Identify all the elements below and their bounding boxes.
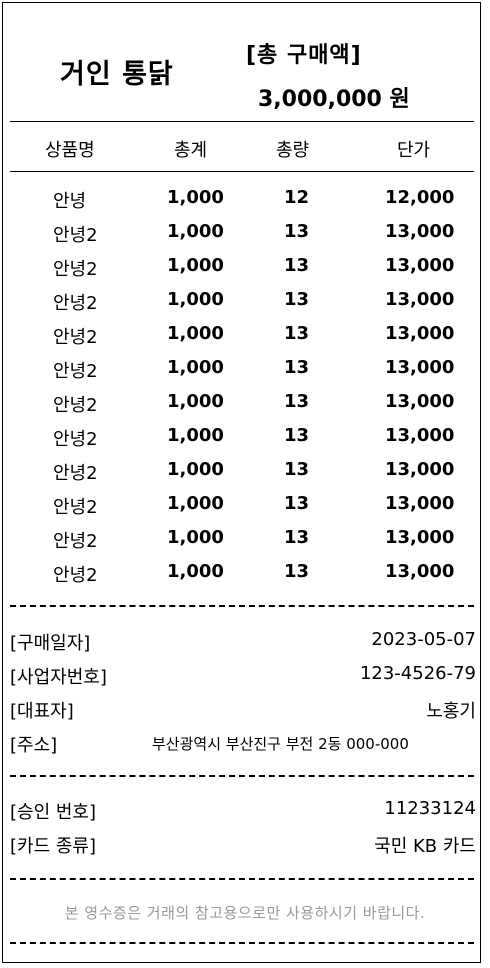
column-header-qty: 총량 bbox=[276, 140, 310, 161]
item-name: 안녕2 bbox=[53, 225, 98, 246]
item-sum: 1,000 bbox=[167, 561, 224, 582]
column-header-price: 단가 bbox=[397, 140, 431, 161]
table-row: 안녕2 1,000 13 13,000 bbox=[0, 357, 490, 391]
item-price: 13,000 bbox=[385, 527, 455, 548]
item-name: 안녕2 bbox=[53, 293, 98, 314]
item-name: 안녕2 bbox=[53, 463, 98, 484]
table-row: 안녕2 1,000 13 13,000 bbox=[0, 289, 490, 323]
header-divider-bottom bbox=[10, 171, 474, 172]
representative-label: [대표자] bbox=[10, 701, 74, 722]
table-row: 안녕2 1,000 13 13,000 bbox=[0, 391, 490, 425]
business-number-label: [사업자번호] bbox=[10, 667, 107, 688]
item-price: 13,000 bbox=[385, 289, 455, 310]
item-qty: 12 bbox=[284, 187, 310, 208]
item-qty: 13 bbox=[284, 289, 310, 310]
item-price: 13,000 bbox=[385, 255, 455, 276]
item-name: 안녕 bbox=[53, 191, 87, 212]
item-sum: 1,000 bbox=[167, 425, 224, 446]
address-value: 부산광역시 부산진구 부전 2동 000-000 bbox=[152, 735, 409, 753]
item-price: 13,000 bbox=[385, 323, 455, 344]
item-price: 12,000 bbox=[385, 187, 455, 208]
item-sum: 1,000 bbox=[167, 459, 224, 480]
business-number-value: 123-4526-79 bbox=[359, 663, 476, 684]
item-name: 안녕2 bbox=[53, 497, 98, 518]
header-divider-top bbox=[10, 121, 474, 122]
item-name: 안녕2 bbox=[53, 565, 98, 586]
purchase-date-label: [구매일자] bbox=[10, 633, 91, 654]
card-type-value: 국민 KB 카드 bbox=[374, 836, 476, 857]
card-type-label: [카드 종류] bbox=[10, 836, 97, 857]
item-price: 13,000 bbox=[385, 221, 455, 242]
table-row: 안녕 1,000 12 12,000 bbox=[0, 187, 490, 221]
purchase-date-value: 2023-05-07 bbox=[371, 629, 476, 650]
store-name: 거인 통닭 bbox=[60, 59, 174, 90]
total-amount: 3,000,000 원 bbox=[258, 87, 410, 112]
item-qty: 13 bbox=[284, 493, 310, 514]
divider-dashed bbox=[10, 775, 474, 777]
total-label: [총 구매액] bbox=[246, 43, 362, 68]
item-name: 안녕2 bbox=[53, 327, 98, 348]
table-row: 안녕2 1,000 13 13,000 bbox=[0, 527, 490, 561]
divider-dashed bbox=[10, 878, 474, 880]
receipt-frame bbox=[2, 2, 481, 963]
divider-dashed bbox=[10, 942, 474, 944]
item-name: 안녕2 bbox=[53, 429, 98, 450]
receipt-note: 본 영수증은 거래의 참고용으로만 사용하시기 바랍니다. bbox=[64, 904, 426, 922]
item-price: 13,000 bbox=[385, 459, 455, 480]
item-sum: 1,000 bbox=[167, 357, 224, 378]
approval-number-value: 11233124 bbox=[384, 798, 476, 819]
table-row: 안녕2 1,000 13 13,000 bbox=[0, 255, 490, 289]
table-row: 안녕2 1,000 13 13,000 bbox=[0, 221, 490, 255]
table-row: 안녕2 1,000 13 13,000 bbox=[0, 459, 490, 493]
item-sum: 1,000 bbox=[167, 493, 224, 514]
address-label: [주소] bbox=[10, 735, 58, 756]
item-price: 13,000 bbox=[385, 391, 455, 412]
item-price: 13,000 bbox=[385, 493, 455, 514]
item-sum: 1,000 bbox=[167, 221, 224, 242]
item-sum: 1,000 bbox=[167, 255, 224, 276]
item-name: 안녕2 bbox=[53, 531, 98, 552]
item-qty: 13 bbox=[284, 459, 310, 480]
item-sum: 1,000 bbox=[167, 289, 224, 310]
table-row: 안녕2 1,000 13 13,000 bbox=[0, 493, 490, 527]
table-row: 안녕2 1,000 13 13,000 bbox=[0, 561, 490, 595]
item-sum: 1,000 bbox=[167, 391, 224, 412]
item-sum: 1,000 bbox=[167, 323, 224, 344]
item-sum: 1,000 bbox=[167, 187, 224, 208]
item-qty: 13 bbox=[284, 323, 310, 344]
column-header-name: 상품명 bbox=[45, 140, 95, 161]
item-price: 13,000 bbox=[385, 561, 455, 582]
table-row: 안녕2 1,000 13 13,000 bbox=[0, 323, 490, 357]
approval-number-label: [승인 번호] bbox=[10, 802, 97, 823]
item-qty: 13 bbox=[284, 357, 310, 378]
item-qty: 13 bbox=[284, 255, 310, 276]
item-price: 13,000 bbox=[385, 357, 455, 378]
divider-dashed bbox=[10, 605, 474, 607]
table-row: 안녕2 1,000 13 13,000 bbox=[0, 425, 490, 459]
item-sum: 1,000 bbox=[167, 527, 224, 548]
item-qty: 13 bbox=[284, 425, 310, 446]
column-header-sum: 총계 bbox=[174, 140, 208, 161]
item-qty: 13 bbox=[284, 391, 310, 412]
item-qty: 13 bbox=[284, 527, 310, 548]
item-price: 13,000 bbox=[385, 425, 455, 446]
item-name: 안녕2 bbox=[53, 395, 98, 416]
item-name: 안녕2 bbox=[53, 361, 98, 382]
item-qty: 13 bbox=[284, 561, 310, 582]
item-qty: 13 bbox=[284, 221, 310, 242]
item-name: 안녕2 bbox=[53, 259, 98, 280]
representative-value: 노홍기 bbox=[426, 701, 476, 722]
